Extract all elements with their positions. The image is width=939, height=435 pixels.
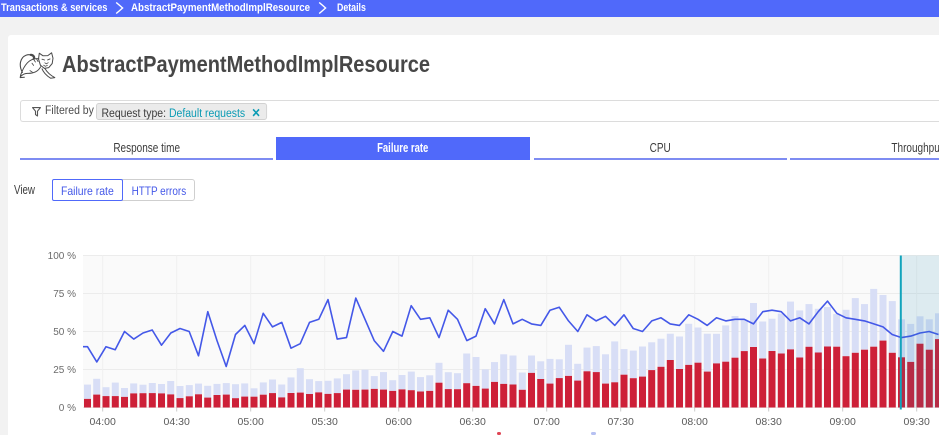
svg-text:25 %: 25 % — [53, 365, 76, 376]
svg-text:75 %: 75 % — [53, 289, 76, 300]
svg-text:100 %: 100 % — [48, 251, 76, 262]
svg-text:08:00: 08:00 — [682, 416, 708, 428]
svg-text:05:00: 05:00 — [238, 416, 264, 428]
svg-text:06:30: 06:30 — [460, 416, 486, 428]
svg-text:04:00: 04:00 — [90, 416, 116, 428]
svg-text:09:30: 09:30 — [904, 416, 930, 428]
svg-text:05:30: 05:30 — [312, 416, 338, 428]
svg-text:09:00: 09:00 — [830, 416, 856, 428]
svg-text:07:30: 07:30 — [608, 416, 634, 428]
svg-text:0 %: 0 % — [59, 403, 76, 414]
svg-text:50 %: 50 % — [53, 327, 76, 338]
svg-text:06:00: 06:00 — [386, 416, 412, 428]
svg-text:04:30: 04:30 — [164, 416, 190, 428]
svg-text:07:00: 07:00 — [534, 416, 560, 428]
svg-text:08:30: 08:30 — [756, 416, 782, 428]
